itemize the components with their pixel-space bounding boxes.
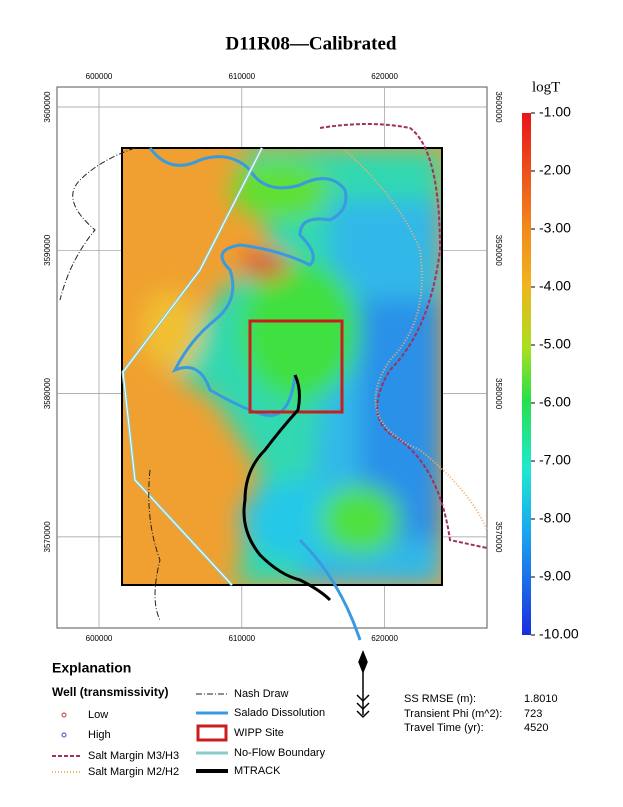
colorbar-tick-label: -2.00 xyxy=(539,162,571,178)
colorbar-tick-label: -10.00 xyxy=(539,626,579,642)
colorbar-tick-label: -6.00 xyxy=(539,394,571,410)
north-arrow xyxy=(356,649,370,719)
raster xyxy=(122,148,442,585)
legend-symbol xyxy=(196,724,228,742)
colorbar xyxy=(522,113,531,635)
y-tick-label: 3570000 xyxy=(43,521,52,553)
legend-item: No-Flow Boundary xyxy=(234,747,326,759)
y-tick-label: 3590000 xyxy=(494,235,503,267)
stat-label: Transient Phi (m^2): xyxy=(404,708,502,720)
x-tick-label: 600000 xyxy=(86,634,113,643)
legend-heading: Well (transmissivity) xyxy=(52,685,168,699)
legend-item: Salt Margin M3/H3 xyxy=(88,750,179,762)
nash-draw xyxy=(59,147,161,621)
x-tick-label: 620000 xyxy=(371,634,398,643)
stat-label: SS RMSE (m): xyxy=(404,693,476,705)
legend-item: MTRACK xyxy=(234,765,281,777)
y-tick-label: 3580000 xyxy=(43,377,52,409)
legend-symbol xyxy=(61,712,67,718)
stat-value: 4520 xyxy=(524,722,548,734)
model-boundary xyxy=(121,147,443,586)
colorbar-tick-label: -8.00 xyxy=(539,510,571,526)
legend-item: WIPP Site xyxy=(234,727,284,739)
colorbar-tick-label: -4.00 xyxy=(539,278,571,294)
colorbar-tick-label: -7.00 xyxy=(539,452,571,468)
mtrack xyxy=(242,374,332,602)
salt-margin-m2h2 xyxy=(344,149,488,531)
legend-item: High xyxy=(88,729,111,741)
colorbar-tick-label: -9.00 xyxy=(539,568,571,584)
y-tick-label: 3600000 xyxy=(43,91,52,123)
stat-value: 1.8010 xyxy=(524,693,558,705)
y-tick-label: 3570000 xyxy=(494,521,503,553)
colorbar-tick-label: -3.00 xyxy=(539,220,571,236)
stat-label: Travel Time (yr): xyxy=(404,722,484,734)
x-tick-label: 600000 xyxy=(86,72,113,81)
no-flow-boundary-inner xyxy=(122,147,263,586)
title: D11R08—Calibrated xyxy=(226,33,397,54)
salt-margin-m3h3 xyxy=(319,123,488,549)
y-tick-label: 3600000 xyxy=(494,91,503,123)
legend-item: Low xyxy=(88,709,108,721)
legend-item: Salado Dissolution xyxy=(234,707,325,719)
colorbar-tick-label: -5.00 xyxy=(539,336,571,352)
y-tick-label: 3580000 xyxy=(494,378,503,410)
x-tick-label: 620000 xyxy=(371,72,398,81)
colorbar-tick-label: -1.00 xyxy=(539,104,571,120)
stat-value: 723 xyxy=(524,708,542,720)
y-tick-label: 3590000 xyxy=(43,234,52,266)
salado-dissolution xyxy=(148,147,362,641)
legend-symbol xyxy=(61,732,67,738)
colorbar-label: logT xyxy=(532,79,560,95)
legend-item: Salt Margin M2/H2 xyxy=(88,766,179,778)
x-tick-label: 610000 xyxy=(228,72,255,81)
x-tick-label: 610000 xyxy=(228,634,255,643)
legend-item: Nash Draw xyxy=(234,688,288,700)
legend-title: Explanation xyxy=(52,660,131,676)
